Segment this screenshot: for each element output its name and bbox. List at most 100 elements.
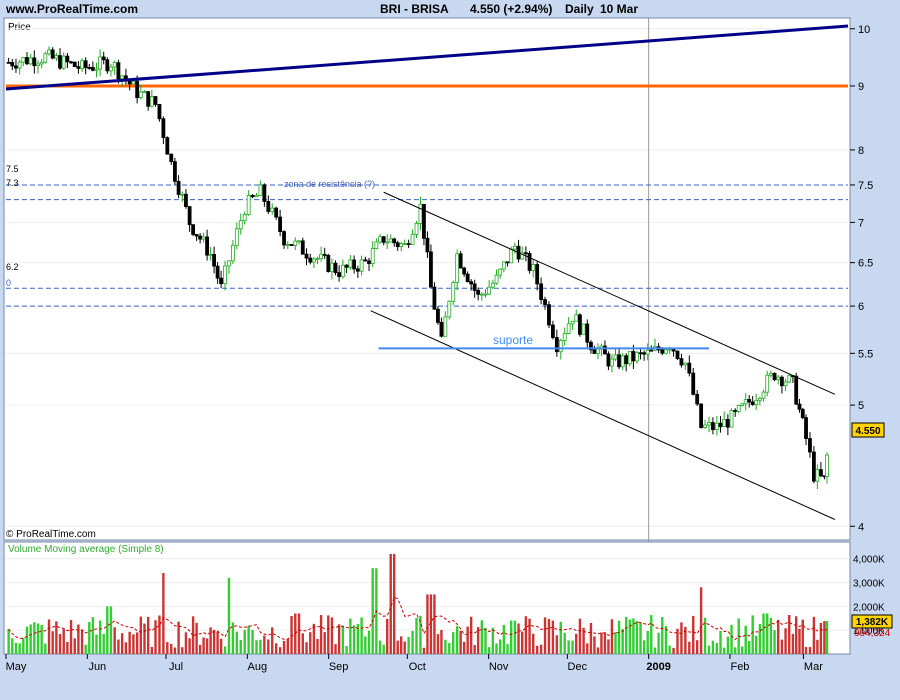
volume-bar [77,624,80,654]
candle [322,247,327,259]
volume-bar [267,639,270,654]
volume-bar [506,644,509,654]
volume-bar [66,641,69,654]
volume-bar [91,617,95,654]
volume-bar [109,606,113,654]
volume-bar [543,617,547,654]
candle [679,353,684,368]
volume-bar [688,641,691,654]
candle [443,311,448,337]
candle-body-up [201,236,206,240]
candle-body-down [551,324,555,338]
candle [98,49,103,77]
volume-bar [202,637,205,654]
candle-body-up [388,238,393,243]
candle-body-down [274,207,279,218]
volume-bar [73,638,76,654]
volume-bar [429,594,433,654]
candle [399,241,404,252]
chart-header: www.ProRealTime.com BRI - BRISA 4.550 (+… [0,0,900,18]
volume-bar [521,631,524,654]
candle [90,61,95,72]
candle [176,175,181,199]
volume-bar [513,620,517,654]
candle-body-down [58,55,62,69]
volume-bar [120,633,124,654]
volume-bar [309,632,312,654]
volume-bar [154,620,157,654]
candle-body-down [87,67,92,69]
candle-body-down [675,350,680,360]
price-tick-label: 6 [858,301,864,313]
volume-bar [143,623,146,654]
volume-bar [255,640,258,654]
site-name[interactable]: www.ProRealTime.com [6,2,139,16]
candle [374,238,379,250]
volume-bar [426,594,429,654]
candle-body-up [501,261,506,270]
candle-body-down [436,308,440,323]
volume-bar [371,568,374,654]
volume-tick-label: 1,000K [853,626,885,637]
candle-body-up [293,240,298,246]
candle-body-up [722,419,727,428]
candle [311,257,316,269]
candle [266,195,271,214]
candle-body-up [80,60,84,69]
volume-bar [610,619,614,654]
candle-body-up [258,184,263,196]
candle-body-up [558,340,563,353]
candle [761,389,766,402]
candle [359,255,364,276]
candle-body-up [385,241,390,244]
price-change: 4.550 (+2.94%) [470,2,553,16]
volume-bar [389,553,392,654]
volume-bar [788,614,791,654]
volume-bar [195,622,198,654]
volume-bar [84,644,87,654]
candle-body-down [392,238,397,244]
volume-bar [657,632,660,654]
volume-bar [825,621,829,654]
candle [501,261,506,273]
volume-bar [726,636,730,654]
volume-bar [586,643,589,654]
candle-body-up [765,374,770,393]
volume-bar [455,626,459,654]
volume-bar [692,615,695,654]
candle [490,279,495,290]
candle-body-up [490,282,495,288]
candle-body-up [512,245,517,250]
volume-bar [184,632,188,654]
candle-body-up [768,372,773,376]
volume-bar [672,647,675,654]
candle-body-up [418,203,423,224]
candle [138,84,143,100]
volume-bar [319,615,323,654]
candle [28,53,33,66]
candle [683,362,688,370]
volume-bar [469,616,473,654]
candle-body-down [578,314,582,335]
volume-bar [628,619,632,654]
candle [297,240,301,245]
candle [472,279,477,298]
candle [494,269,499,285]
price-levels [6,84,848,307]
volume-bar [784,628,787,654]
candle-body-up [479,293,484,296]
volume-bar [559,621,562,654]
volume-bar [480,620,484,654]
volume-bar [227,577,231,654]
volume-bar [102,633,105,654]
volume-bar [305,642,308,654]
candle-body-up [613,354,618,360]
candle-body-down [90,67,95,71]
candle-body-up [509,248,514,264]
candle [270,203,275,215]
candle [340,259,345,279]
candle [101,51,106,65]
volume-bar [510,620,513,654]
candle [410,229,415,246]
volume-bar [11,638,14,654]
